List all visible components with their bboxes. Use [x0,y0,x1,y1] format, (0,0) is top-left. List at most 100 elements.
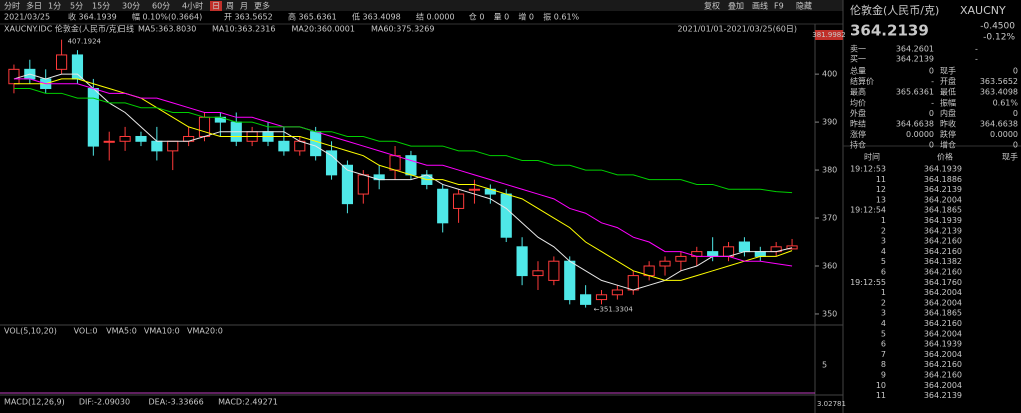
trade-price: 364.1886 [924,175,962,184]
tool-button[interactable]: 复权 [704,1,720,11]
trade-price: 364.2160 [924,268,962,277]
vol-legend: VOL(5,10,20) [4,327,57,336]
info-item: 收 364.1939 [68,12,117,22]
period: 日线 [118,24,134,34]
stat-value: - [931,98,934,107]
period-tab[interactable]: 1分 [48,2,61,11]
trade-time: 2 [881,226,886,235]
candle-body [532,270,544,277]
macd-legend: DIF:-2.09030 [79,398,130,407]
period-tab[interactable]: 30分 [122,2,140,11]
period-tab[interactable]: 4小时 [182,1,203,11]
tool-button[interactable]: 画线 [752,1,768,11]
candle-body [500,193,512,238]
period-tab[interactable]: 15分 [92,2,110,11]
candle-body [452,193,465,209]
period-tab[interactable]: 周 [226,2,234,11]
candle-body [310,131,322,157]
vol-legend: VMA5:0 [106,327,137,336]
active-tab [210,1,222,11]
vol-legend: VMA10:0 [144,327,180,336]
trade-price: 364.1760 [924,278,962,287]
trade-price: 364.2160 [924,247,962,256]
book-size: - [975,45,978,54]
period-tab[interactable]: 日 [212,2,220,11]
top-label: 381.9982 [812,31,845,39]
stat-label: 开盘 [940,76,956,86]
candle-body [167,140,179,152]
tool-button[interactable]: F9 [774,2,784,11]
trade-time: 10 [876,381,886,390]
info-item: 结 0.0000 [416,12,455,22]
date-range: 2021/01/01-2021/03/25(60日) [677,25,797,34]
stat-value: - [931,77,934,86]
trade-time: 6 [881,268,886,277]
legend-entry: MA10:363.2316 [212,25,275,34]
trade-price: 364.1939 [924,216,962,225]
y-tick-label: 380 [822,166,837,175]
trade-time: 3 [881,309,886,318]
candle-body [611,289,623,296]
candle-body [548,260,560,281]
info-item: 低 363.4098 [352,12,401,22]
trades-header: 时间 [864,152,880,162]
ma-line [13,78,793,267]
trade-time: 19:12:53 [850,165,886,174]
trade-time: 4 [881,247,886,256]
trade-price: 364.1939 [924,340,962,349]
legend-entry: MA60:375.3269 [371,25,434,34]
macd-legend: MACD(12,26,9) [4,398,65,407]
info-item: 振 0.61% [543,12,579,22]
book-size: - [975,55,978,64]
candle-body [119,135,131,142]
stat-label: 结算价 [850,76,874,86]
candle-body [675,255,687,262]
candle-body [659,260,671,267]
y-tick-label: 370 [822,214,837,223]
period-tab[interactable]: 更多 [254,1,270,11]
trade-time: 19:12:55 [850,278,886,287]
trade-time: 11 [876,175,886,184]
stat-value: 0 [929,67,934,76]
trades-header: 现手 [1002,152,1018,162]
macd-legend: DEA:-3.33666 [149,398,204,407]
info-item: 高 365.6361 [288,12,337,22]
candle-body [580,294,592,305]
candle-body [707,251,719,257]
stat-label: 内盘 [940,108,956,118]
vol-legend: VMA20:0 [187,327,223,336]
period-tab[interactable]: 5分 [70,2,83,11]
vol-axis-label: 5 [822,361,827,370]
stat-label: 昨结 [850,119,866,129]
vol-legend: VOL:0 [74,327,98,336]
trade-price: 364.2004 [924,350,962,359]
stat-value: 0 [1013,109,1018,118]
stat-value: 364.6638 [896,120,934,129]
trade-price: 364.2004 [924,195,962,204]
book-label: 买一 [850,55,866,64]
info-item: 2021/03/25 [4,13,50,22]
info-item: 幅 0.10%(0.3664) [132,12,202,22]
period-tab[interactable]: 月 [240,2,248,11]
candle-body [468,188,481,191]
toolbar [0,0,843,11]
trade-time: 5 [881,329,886,338]
trade-price: 364.2139 [924,226,962,235]
tool-button[interactable]: 隐藏 [796,1,812,11]
book-price: 364.2139 [896,55,934,64]
stat-value: 363.4098 [980,88,1018,97]
candle-body [103,140,115,143]
ma-line [13,88,793,194]
period-tab[interactable]: 60分 [152,2,170,11]
tool-button[interactable]: 叠加 [728,1,744,11]
trade-price: 364.1865 [924,206,962,215]
stat-value: 0 [929,109,934,118]
period-tab[interactable]: 多日 [26,1,42,11]
stat-label: 总量 [850,66,866,76]
trade-time: 1 [881,216,886,225]
top-label-bg [815,30,843,40]
trade-time: 11 [876,391,886,400]
period-tab[interactable]: 分时 [4,1,20,11]
candle-body [71,54,84,80]
